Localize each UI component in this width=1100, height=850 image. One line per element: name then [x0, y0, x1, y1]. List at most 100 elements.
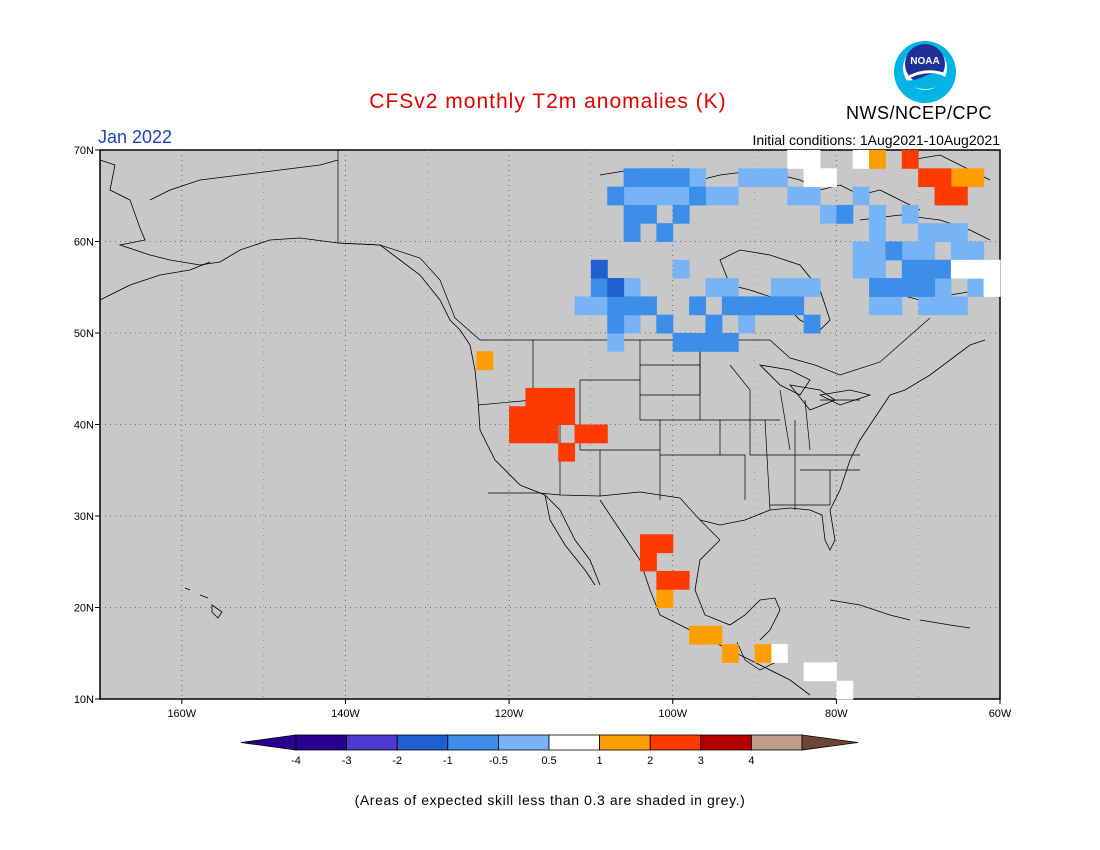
- anomaly-cell: [656, 534, 674, 554]
- anomaly-cell: [525, 406, 543, 425]
- anomaly-cell: [869, 278, 886, 297]
- anomaly-cell: [934, 186, 952, 206]
- anomaly-cell: [558, 442, 576, 462]
- anomaly-cell: [623, 314, 641, 334]
- lat-label: 30N: [74, 511, 94, 523]
- anomaly-cell: [721, 333, 739, 352]
- anomaly-cell: [885, 241, 903, 261]
- anomaly-cell: [689, 625, 706, 645]
- anomaly-cell: [705, 333, 723, 352]
- anomaly-cell: [623, 204, 641, 224]
- anomaly-cell: [983, 259, 1001, 279]
- anomaly-cell: [803, 168, 821, 188]
- anomaly-cell: [541, 387, 559, 407]
- lat-label: 70N: [74, 145, 94, 157]
- lat-label: 50N: [74, 328, 94, 340]
- anomaly-cell: [721, 186, 739, 206]
- lon-label: 160W: [167, 708, 196, 720]
- anomaly-cell: [672, 259, 690, 279]
- anomaly-cell: [787, 186, 805, 206]
- anomaly-cell: [623, 186, 641, 206]
- anomaly-cell: [672, 570, 690, 590]
- anomaly-cell: [689, 168, 706, 188]
- anomaly-cell: [770, 278, 788, 297]
- anomaly-cell: [509, 406, 526, 425]
- anomaly-cell: [950, 168, 968, 188]
- anomaly-cell: [738, 314, 756, 334]
- anomaly-cell: [885, 296, 903, 316]
- anomaly-cell: [950, 223, 968, 242]
- anomaly-cell: [590, 259, 608, 279]
- anomaly-cell: [672, 204, 690, 224]
- anomaly-cell: [558, 387, 576, 407]
- anomaly-cell: [607, 296, 625, 316]
- anomaly-cell: [754, 296, 772, 316]
- anomaly-cell: [918, 241, 936, 261]
- anomaly-cell: [476, 351, 494, 371]
- noaa-logo: NOAA: [894, 41, 956, 103]
- anomaly-cell: [754, 168, 772, 188]
- anomaly-cell: [820, 662, 837, 682]
- lat-label: 40N: [74, 420, 94, 432]
- anomaly-cell: [770, 296, 788, 316]
- anomaly-cell: [656, 168, 674, 188]
- anomaly-cell: [656, 223, 674, 242]
- anomaly-cell: [525, 387, 543, 407]
- anomaly-cell: [901, 150, 919, 169]
- anomaly-cell: [623, 296, 641, 316]
- anomaly-cell: [918, 296, 936, 316]
- anomaly-cell: [705, 278, 723, 297]
- anomaly-cell: [656, 186, 674, 206]
- anomaly-cell: [852, 241, 870, 261]
- anomaly-cell: [901, 204, 919, 224]
- anomaly-cell: [623, 278, 641, 297]
- anomaly-cell: [656, 570, 674, 590]
- anomaly-cell: [950, 241, 968, 261]
- initial-conditions: Initial conditions: 1Aug2021-10Aug2021: [752, 132, 1000, 148]
- anomaly-cell: [934, 278, 952, 297]
- anomaly-cell: [738, 296, 756, 316]
- anomaly-cell: [852, 150, 870, 169]
- anomaly-cell: [918, 168, 936, 188]
- lon-label: 140W: [331, 708, 360, 720]
- anomaly-cell: [721, 278, 739, 297]
- anomaly-cell: [787, 150, 805, 169]
- anomaly-cell: [770, 168, 788, 188]
- lon-label: 100W: [658, 708, 687, 720]
- anomaly-cell: [705, 625, 723, 645]
- chart-title: CFSv2 monthly T2m anomalies (K): [369, 90, 727, 113]
- anomaly-cell: [590, 296, 608, 316]
- anomaly-cell: [803, 314, 821, 334]
- anomaly-cell: [787, 278, 805, 297]
- anomaly-cell: [656, 589, 674, 608]
- anomaly-cell: [950, 186, 968, 206]
- anomaly-cell: [869, 296, 886, 316]
- anomaly-cell: [901, 278, 919, 297]
- lat-label: 20N: [74, 603, 94, 615]
- anomaly-cell: [869, 150, 886, 169]
- anomaly-cell: [607, 186, 625, 206]
- anomaly-cell: [885, 278, 903, 297]
- anomaly-cell: [705, 186, 723, 206]
- anomaly-cell: [738, 168, 756, 188]
- anomaly-cell: [869, 223, 886, 242]
- anomaly-cell: [836, 680, 854, 700]
- anomaly-cell: [967, 278, 985, 297]
- lon-label: 60W: [989, 708, 1012, 720]
- anomaly-cell: [803, 662, 821, 682]
- anomaly-cell: [640, 534, 657, 554]
- anomaly-cell: [983, 278, 1001, 297]
- anomaly-cell: [721, 644, 739, 663]
- anomaly-cell: [901, 241, 919, 261]
- anomaly-cell: [852, 186, 870, 206]
- anomaly-cell: [852, 259, 870, 279]
- anomaly-cell: [640, 168, 657, 188]
- anomaly-cell: [656, 314, 674, 334]
- anomaly-cell: [934, 223, 952, 242]
- agency-label: NWS/NCEP/CPC: [846, 103, 993, 123]
- anomaly-cell: [721, 296, 739, 316]
- lon-label: 80W: [825, 708, 848, 720]
- anomaly-cell: [918, 278, 936, 297]
- anomaly-cell: [836, 204, 854, 224]
